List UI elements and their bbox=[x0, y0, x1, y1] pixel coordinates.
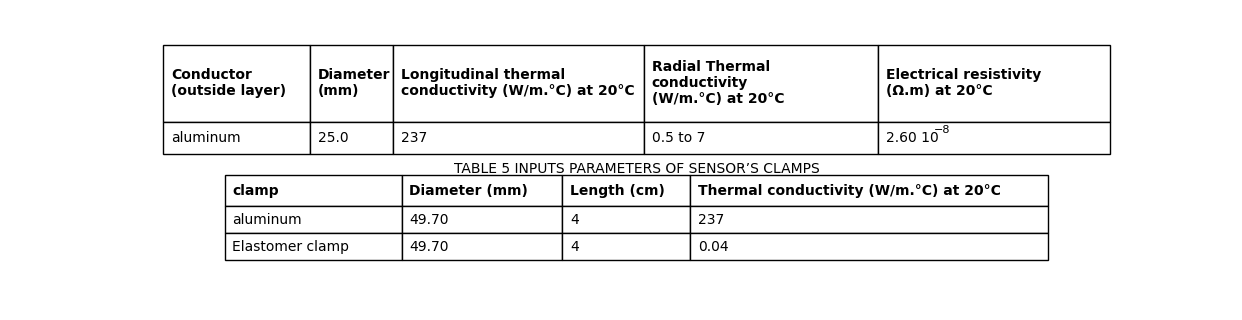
Text: aluminum: aluminum bbox=[232, 213, 302, 227]
Bar bbox=[401, 206, 563, 233]
Bar bbox=[563, 233, 691, 260]
Bar bbox=[309, 122, 394, 154]
Bar bbox=[394, 122, 645, 154]
Text: Elastomer clamp: Elastomer clamp bbox=[232, 240, 349, 254]
Text: Length (cm): Length (cm) bbox=[570, 184, 664, 198]
Bar bbox=[645, 44, 878, 122]
Text: Radial Thermal
conductivity
(W/m.°C) at 20°C: Radial Thermal conductivity (W/m.°C) at … bbox=[652, 60, 785, 106]
Bar bbox=[225, 233, 401, 260]
Bar bbox=[563, 206, 691, 233]
Text: 49.70: 49.70 bbox=[410, 213, 448, 227]
Bar bbox=[691, 206, 1048, 233]
Bar bbox=[225, 175, 401, 206]
Text: −8: −8 bbox=[934, 125, 950, 135]
Bar bbox=[878, 122, 1110, 154]
Text: Diameter (mm): Diameter (mm) bbox=[410, 184, 528, 198]
Bar bbox=[691, 233, 1048, 260]
Bar bbox=[309, 44, 394, 122]
Text: 2.60 10: 2.60 10 bbox=[886, 131, 939, 145]
Text: 237: 237 bbox=[401, 131, 427, 145]
Bar bbox=[401, 233, 563, 260]
Bar bbox=[225, 206, 401, 233]
Text: 0.04: 0.04 bbox=[698, 240, 729, 254]
Bar bbox=[563, 175, 691, 206]
Text: 237: 237 bbox=[698, 213, 724, 227]
Text: 0.5 to 7: 0.5 to 7 bbox=[652, 131, 705, 145]
Text: 25.0: 25.0 bbox=[318, 131, 348, 145]
Text: 4: 4 bbox=[570, 240, 579, 254]
Bar bbox=[878, 44, 1110, 122]
Text: Longitudinal thermal
conductivity (W/m.°C) at 20°C: Longitudinal thermal conductivity (W/m.°… bbox=[401, 68, 635, 98]
Bar bbox=[163, 44, 309, 122]
Bar bbox=[691, 175, 1048, 206]
Bar bbox=[401, 175, 563, 206]
Text: Conductor
(outside layer): Conductor (outside layer) bbox=[170, 68, 286, 98]
Bar bbox=[645, 122, 878, 154]
Text: 4: 4 bbox=[570, 213, 579, 227]
Bar bbox=[163, 122, 309, 154]
Text: Electrical resistivity
(Ω.m) at 20°C: Electrical resistivity (Ω.m) at 20°C bbox=[886, 68, 1041, 98]
Text: aluminum: aluminum bbox=[170, 131, 241, 145]
Text: Thermal conductivity (W/m.°C) at 20°C: Thermal conductivity (W/m.°C) at 20°C bbox=[698, 184, 1001, 198]
Text: TABLE 5 INPUTS PARAMETERS OF SENSOR’S CLAMPS: TABLE 5 INPUTS PARAMETERS OF SENSOR’S CL… bbox=[453, 162, 820, 176]
Text: clamp: clamp bbox=[232, 184, 279, 198]
Bar bbox=[394, 44, 645, 122]
Text: Diameter
(mm): Diameter (mm) bbox=[318, 68, 390, 98]
Text: 49.70: 49.70 bbox=[410, 240, 448, 254]
